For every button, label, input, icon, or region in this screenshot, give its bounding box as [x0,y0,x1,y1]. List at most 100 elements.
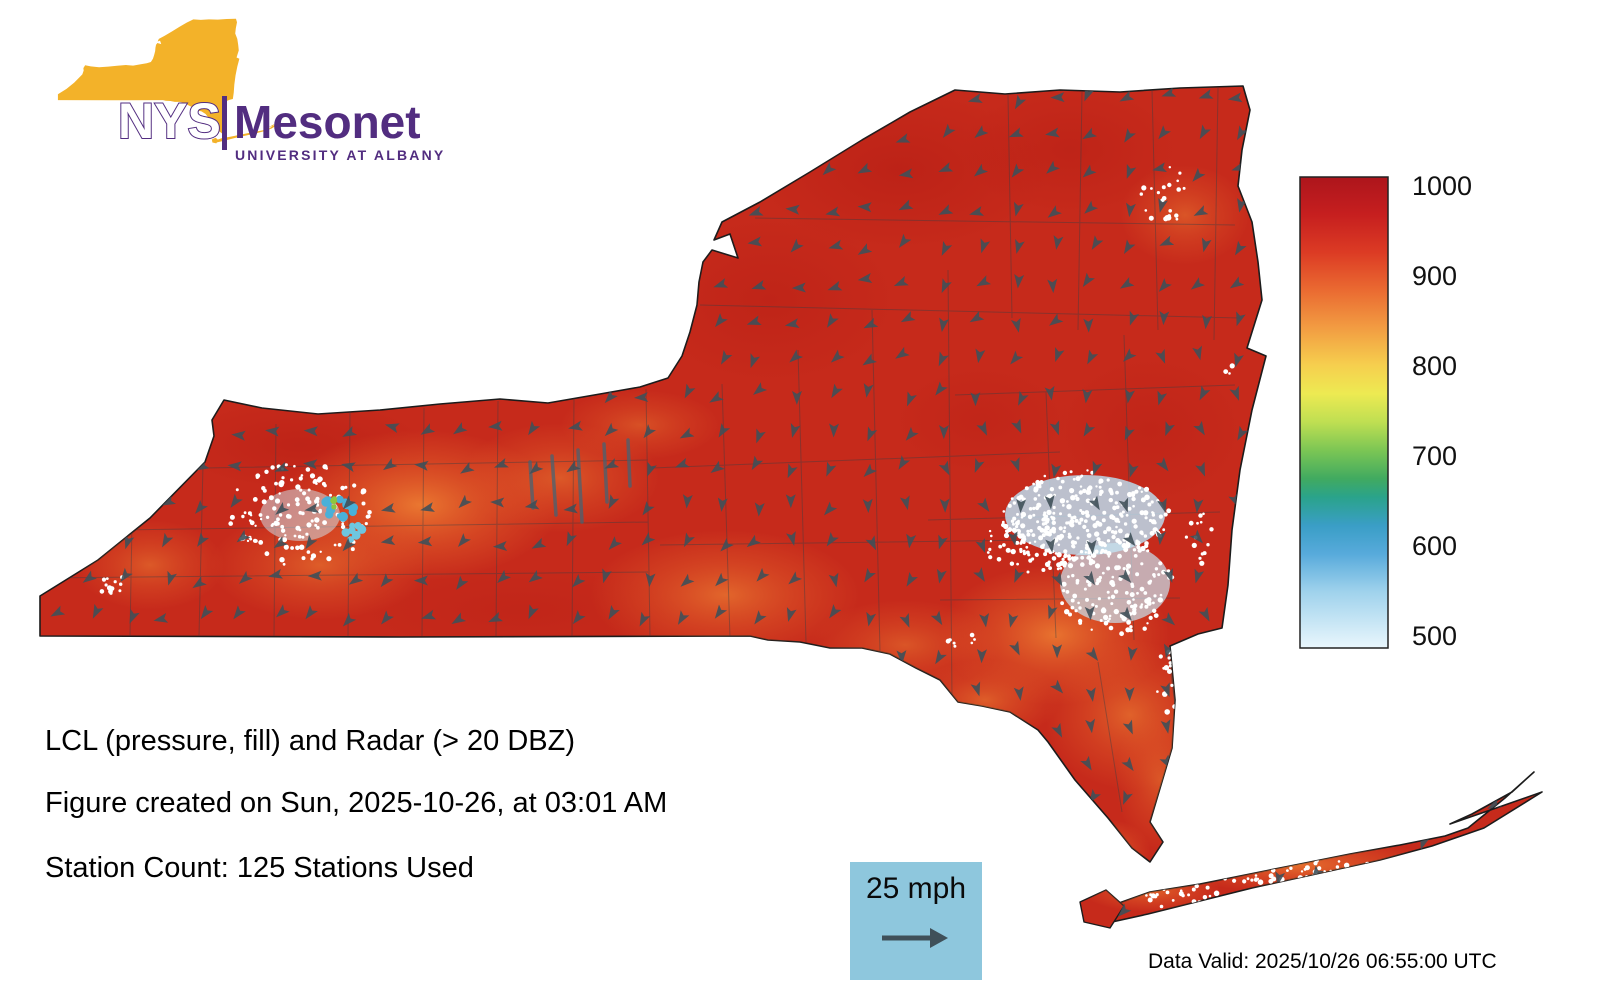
radar-speckle [1207,874,1211,878]
wind-arrow [1122,719,1133,735]
radar-speckle [1075,578,1080,583]
wind-arrow [1009,457,1020,472]
wind-arrow [1124,128,1136,143]
wind-arrow [679,427,695,439]
radar-speckle [1062,470,1068,476]
wind-arrow [786,531,796,546]
radar-speckle [1095,485,1098,488]
wind-arrow [785,494,796,509]
radar-speckle [1333,878,1339,884]
radar-speckle [1070,605,1075,610]
radar-speckle [1054,552,1058,555]
colorbar-tick-800: 800 [1412,351,1457,381]
radar-speckle [1232,878,1237,883]
radar-speckle [1071,573,1075,578]
radar-speckle [1132,598,1135,601]
radar-speckle [1048,493,1053,498]
wind-arrow [942,123,956,138]
radar-speckle [1161,196,1167,201]
wind-arrow [304,503,320,513]
radar-speckle [295,545,300,551]
wind-arrow [1083,570,1096,586]
radar-speckle [1225,861,1229,865]
colorbar-gradient-bar [1299,176,1389,649]
wind-arrow [1125,202,1136,218]
radar-speckle [1125,563,1132,569]
radar-speckle [1114,501,1119,505]
radar-speckle [364,522,368,526]
wind-arrow-field [50,86,1503,917]
wind-arrow [1092,460,1103,476]
radar-speckle [229,514,235,520]
wind-arrow [714,604,728,619]
wind-arrow [1237,125,1249,141]
radar-speckle [1079,485,1083,488]
radar-speckle [1069,488,1075,494]
radar-speckle [280,528,286,533]
radar-speckle [1139,192,1144,196]
radar-speckle [310,519,314,523]
wind-arrow [1091,235,1104,250]
wind-arrow [976,420,988,436]
wind-arrow [265,426,280,437]
radar-speckle [1326,875,1331,880]
radar-speckle [261,499,267,505]
wind-arrow [715,313,728,328]
wind-arrow [1018,390,1029,406]
radar-speckle [1135,540,1141,546]
radar-speckle [1075,496,1080,502]
radar-speckle [1191,542,1197,549]
wind-arrow [1055,347,1065,362]
radar-speckle [1062,589,1066,593]
wind-arrow [1119,606,1132,621]
radar-speckle [326,556,332,562]
radar-speckle [1132,504,1135,508]
wind-arrow [1152,162,1167,173]
radar-speckle [1167,669,1172,674]
radar-speckle [1067,513,1072,518]
wind-arrow [895,346,910,359]
radar-speckle [300,474,304,477]
radar-speckle [1134,489,1139,494]
wind-arrow [974,457,985,473]
radar-speckle [1005,547,1011,553]
wind-arrow [413,575,428,586]
wind-arrow [1195,461,1206,477]
radar-speckle [1178,699,1184,705]
wind-arrow [786,607,797,622]
radar-speckle [1254,874,1258,877]
radar-speckle [1085,528,1090,533]
wind-arrow [50,605,66,617]
wind-arrow [751,455,764,471]
radar-speckle [1103,543,1107,548]
radar-speckle [341,522,345,526]
wind-arrow [124,534,135,550]
wind-arrow [939,498,950,513]
radar-speckle [281,476,285,480]
wind-arrow [938,534,948,550]
wind-arrow [273,536,288,549]
radar-speckle [101,577,107,582]
radar-speckle [1106,478,1110,482]
radar-speckle [1066,521,1070,525]
logo-state-silhouette [211,137,219,144]
wind-arrow [1156,530,1167,546]
radar-speckle [1019,541,1023,545]
radar-speckle [1202,895,1208,900]
wind-arrow [92,603,104,619]
wind-arrow [1159,310,1170,326]
wind-arrow [1202,314,1213,330]
wind-arrow [1047,278,1058,294]
logo-name-text: Mesonet [234,96,421,148]
radar-speckle [1136,545,1141,550]
radar-speckle [1148,615,1153,621]
radar-speckle [301,556,306,561]
radar-speckle [1224,370,1227,374]
radar-speckle [1070,495,1076,501]
radar-speckle [1226,871,1229,874]
radar-speckle [1028,541,1032,545]
radar-speckle [1044,548,1049,553]
radar-speckle [1132,548,1137,552]
radar-speckle [1140,603,1144,606]
wind-arrow [1237,425,1249,441]
